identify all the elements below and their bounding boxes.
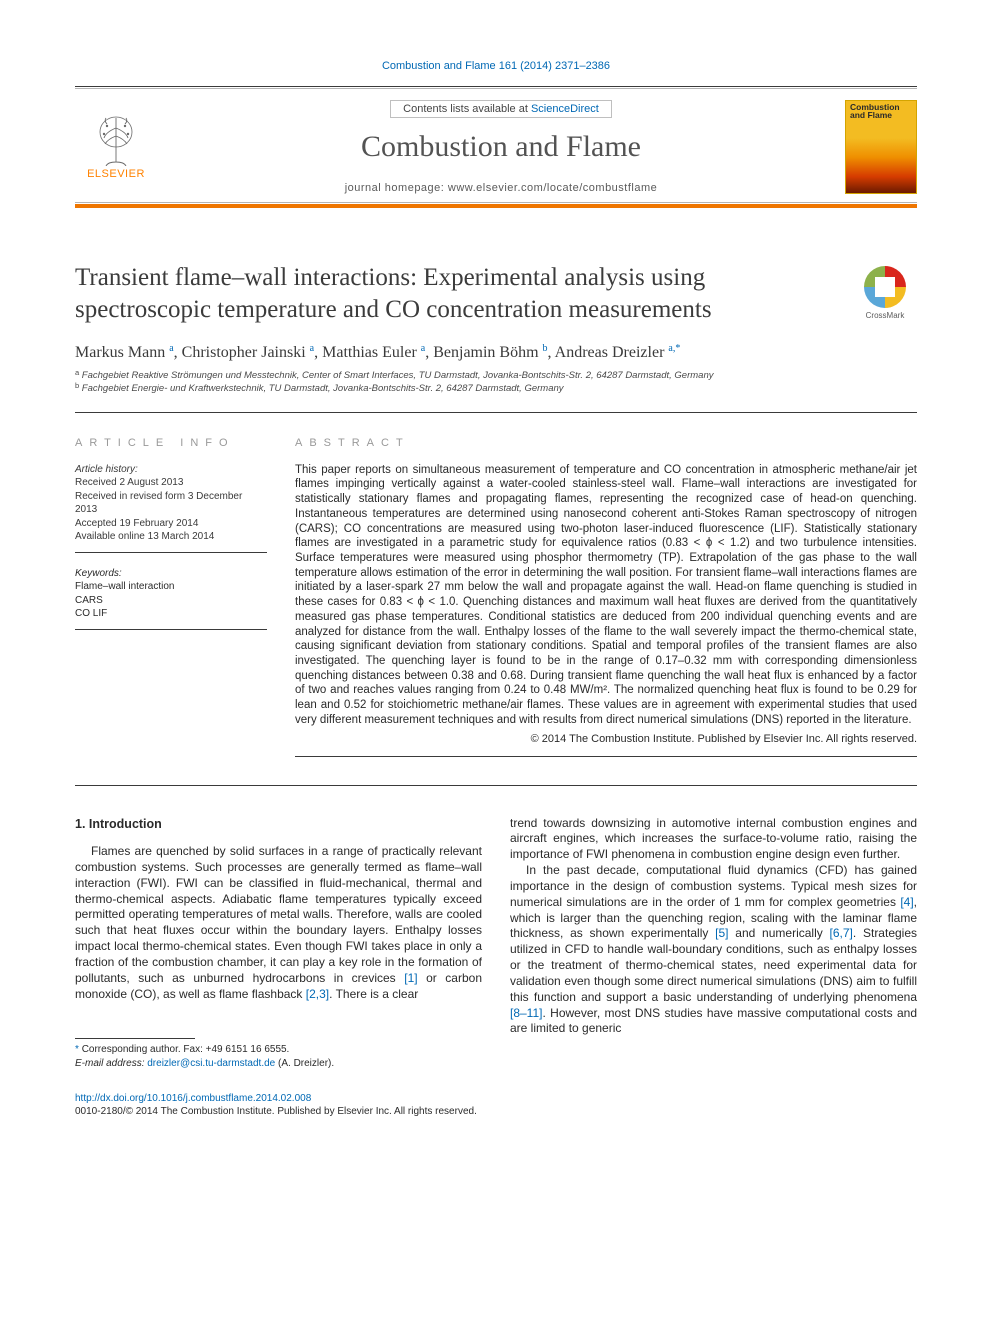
abstract-heading: ABSTRACT: [295, 437, 917, 449]
keyword: Flame–wall interaction: [75, 580, 267, 594]
keyword: CARS: [75, 594, 267, 608]
body-column-left: 1. Introduction Flames are quenched by s…: [75, 816, 482, 1071]
article-info-col: ARTICLE INFO Article history: Received 2…: [75, 437, 267, 757]
affiliation-line: b Fachgebiet Energie- und Kraftwerkstech…: [75, 383, 917, 396]
corresponding-star-icon: ,*: [673, 343, 681, 354]
paper-title: Transient flame–wall interactions: Exper…: [75, 262, 833, 326]
abstract-text: This paper reports on simultaneous measu…: [295, 464, 917, 726]
footer-block: http://dx.doi.org/10.1016/j.combustflame…: [75, 1092, 917, 1118]
footnote-rule: [75, 1038, 195, 1039]
journal-name: Combustion and Flame: [157, 130, 845, 164]
cover-title: Combustion and Flame: [850, 103, 912, 121]
article-info-heading: ARTICLE INFO: [75, 437, 267, 449]
publisher-name: ELSEVIER: [87, 168, 145, 180]
section-heading: 1. Introduction: [75, 816, 482, 833]
citation-ref[interactable]: [4]: [900, 895, 913, 909]
crossmark-label: CrossMark: [866, 311, 905, 320]
journal-page: Combustion and Flame 161 (2014) 2371–238…: [0, 0, 992, 1158]
authors-line: Markus Mann a, Christopher Jainski a, Ma…: [75, 344, 917, 362]
history-line: Received in revised form 3 December 2013: [75, 490, 267, 517]
citation-ref[interactable]: [6,7]: [830, 926, 853, 940]
corr-email-suffix: (A. Dreizler).: [275, 1058, 334, 1069]
rule: [75, 412, 917, 413]
sciencedirect-link[interactable]: ScienceDirect: [531, 103, 599, 115]
contents-lists-bar: Contents lists available at ScienceDirec…: [390, 100, 612, 118]
masthead-center: Contents lists available at ScienceDirec…: [157, 99, 845, 194]
abstract-copyright: © 2014 The Combustion Institute. Publish…: [295, 732, 917, 746]
star-icon: *: [75, 1044, 79, 1055]
citation-ref[interactable]: [8–11]: [510, 1006, 542, 1020]
body-column-right: trend towards downsizing in automotive i…: [510, 816, 917, 1071]
affiliation-marker: a: [421, 343, 425, 354]
author[interactable]: Benjamin Böhm b: [433, 344, 547, 361]
masthead: ELSEVIER Contents lists available at Sci…: [75, 89, 917, 202]
history-line: Received 2 August 2013: [75, 476, 267, 490]
keyword: CO LIF: [75, 607, 267, 621]
keywords-head: Keywords:: [75, 567, 267, 581]
email-label: E-mail address:: [75, 1058, 147, 1069]
elsevier-tree-icon: [93, 114, 139, 166]
history-head: Article history:: [75, 463, 267, 477]
homepage-label: journal homepage:: [345, 182, 448, 194]
rule: [75, 785, 917, 786]
author[interactable]: Andreas Dreizler a,*: [555, 344, 681, 361]
corr-email-link[interactable]: dreizler@csi.tu-darmstadt.de: [147, 1058, 275, 1069]
cover-thumbnail[interactable]: Combustion and Flame: [845, 100, 917, 194]
rule: [75, 86, 917, 87]
affiliations: a Fachgebiet Reaktive Strömungen und Mes…: [75, 370, 917, 396]
citation-ref[interactable]: [2,3]: [306, 987, 329, 1001]
abstract-body: This paper reports on simultaneous measu…: [295, 463, 917, 757]
history-line: Accepted 19 February 2014: [75, 517, 267, 531]
citation-ref[interactable]: [5]: [715, 926, 728, 940]
author[interactable]: Matthias Euler a: [322, 344, 425, 361]
body-paragraph: In the past decade, computational fluid …: [510, 863, 917, 1037]
body-paragraph: Flames are quenched by solid surfaces in…: [75, 844, 482, 1002]
rule: [75, 202, 917, 203]
body-columns: 1. Introduction Flames are quenched by s…: [75, 816, 917, 1071]
homepage-url[interactable]: www.elsevier.com/locate/combustflame: [448, 182, 657, 194]
article-history: Article history: Received 2 August 2013R…: [75, 463, 267, 553]
corresponding-author: * Corresponding author. Fax: +49 6151 16…: [75, 1043, 482, 1070]
affiliation-marker: a: [169, 343, 173, 354]
body-paragraph: trend towards downsizing in automotive i…: [510, 816, 917, 863]
affiliation-line: a Fachgebiet Reaktive Strömungen und Mes…: [75, 370, 917, 383]
contents-prefix: Contents lists available at: [403, 103, 531, 115]
citation-ref[interactable]: [1]: [404, 971, 417, 985]
keywords-block: Keywords: Flame–wall interactionCARSCO L…: [75, 567, 267, 630]
history-line: Available online 13 March 2014: [75, 530, 267, 544]
elsevier-logo[interactable]: ELSEVIER: [75, 114, 157, 180]
affiliation-marker: b: [543, 343, 548, 354]
abstract-col: ABSTRACT This paper reports on simultane…: [295, 437, 917, 757]
crossmark-icon: [864, 266, 906, 308]
affiliation-marker: a: [310, 343, 314, 354]
cover-flame-graphic: [846, 138, 916, 193]
accent-rule: [75, 204, 917, 208]
issn-copyright: 0010-2180/© 2014 The Combustion Institut…: [75, 1105, 917, 1118]
crossmark-badge[interactable]: CrossMark: [853, 266, 917, 320]
author[interactable]: Christopher Jainski a: [182, 344, 314, 361]
corr-label: Corresponding author.: [82, 1044, 184, 1055]
doi-link[interactable]: http://dx.doi.org/10.1016/j.combustflame…: [75, 1093, 311, 1104]
author[interactable]: Markus Mann a: [75, 344, 174, 361]
journal-homepage-line: journal homepage: www.elsevier.com/locat…: [157, 182, 845, 194]
corr-fax: Fax: +49 6151 16 6555.: [183, 1044, 289, 1055]
citation-line: Combustion and Flame 161 (2014) 2371–238…: [75, 60, 917, 72]
